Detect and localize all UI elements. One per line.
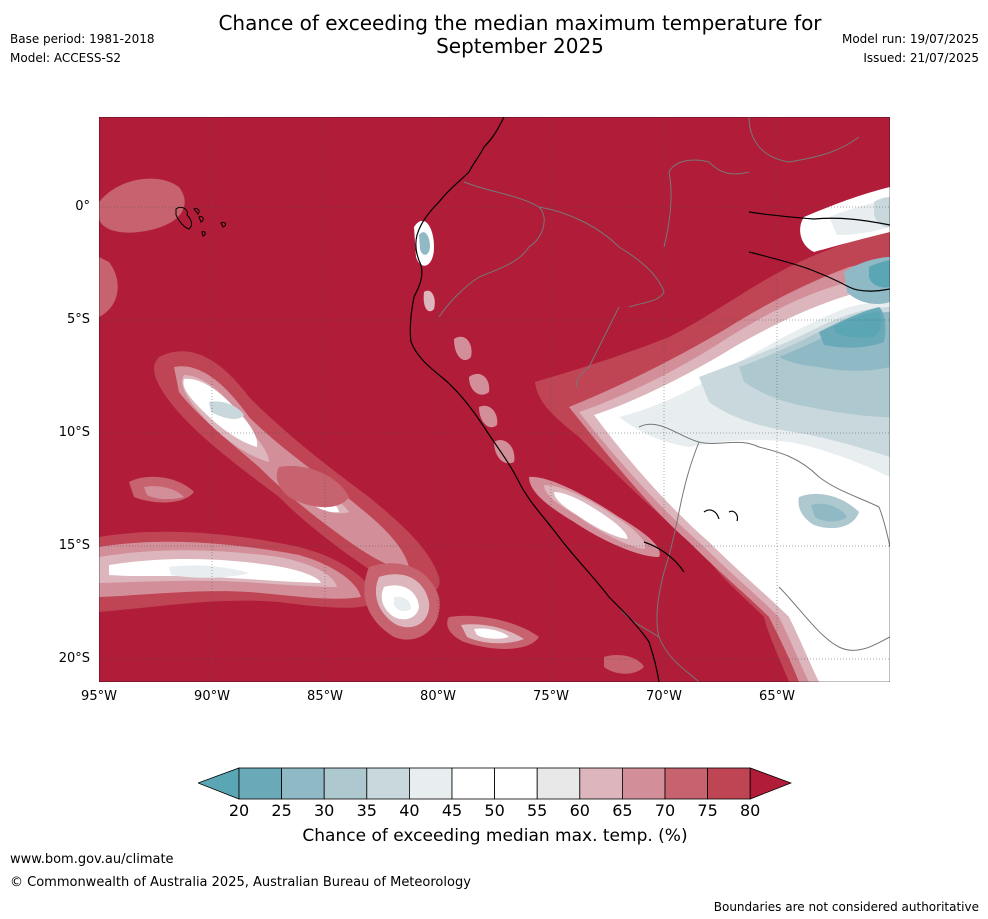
title-line-1: Chance of exceeding the median maximum t… <box>218 11 822 35</box>
lon-label-70w: 70°W <box>646 689 682 704</box>
colorbar-bin-20-25 <box>238 767 282 800</box>
colorbar-bin-45-50 <box>451 767 495 800</box>
lon-label-80w: 80°W <box>420 689 456 704</box>
colorbar-bin-65-70 <box>621 767 666 800</box>
country-boundaries <box>438 117 890 682</box>
contour-central-patches <box>276 466 644 674</box>
contour-andes-spots <box>414 220 660 557</box>
lat-label-10s: 10°S <box>58 425 90 440</box>
colorbar-tick-80: 80 <box>740 801 761 820</box>
colorbar-tick-65: 65 <box>612 801 633 820</box>
contour-nw-patch <box>99 178 185 317</box>
issued-text: Issued: 21/07/2025 <box>863 51 979 65</box>
colorbar-tick-30: 30 <box>314 801 335 820</box>
copyright-text: © Commonwealth of Australia 2025, Austra… <box>10 875 471 890</box>
base-period-text: Base period: 1981-2018 <box>10 32 155 46</box>
lon-label-65w: 65°W <box>759 689 795 704</box>
colorbar-bin-60-65 <box>579 767 623 800</box>
colorbar-bin-75-80 <box>707 767 751 800</box>
colorbar-tick-50: 50 <box>484 801 505 820</box>
colorbar-tick-25: 25 <box>271 801 292 820</box>
colorbar <box>198 767 792 800</box>
colorbar-tick-75: 75 <box>697 801 718 820</box>
map-title: Chance of exceeding the median maximum t… <box>160 12 880 58</box>
colorbar-bin-35-40 <box>366 767 410 800</box>
lon-label-90w: 90°W <box>194 689 230 704</box>
lat-label-20s: 20°S <box>58 651 90 666</box>
lat-label-0: 0° <box>75 199 90 214</box>
colorbar-tick-40: 40 <box>399 801 420 820</box>
model-run-text: Model run: 19/07/2025 <box>841 32 979 46</box>
colorbar-tick-55: 55 <box>527 801 548 820</box>
colorbar-title: Chance of exceeding median max. temp. (%… <box>302 826 688 846</box>
colorbar-tick-70: 70 <box>654 801 676 820</box>
colorbar-bin-70-75 <box>664 767 708 800</box>
colorbar-tick-60: 60 <box>569 801 590 820</box>
model-text: Model: ACCESS-S2 <box>10 51 122 65</box>
lon-label-75w: 75°W <box>533 689 569 704</box>
bom-url-link[interactable]: www.bom.gov.au/climate <box>10 852 174 867</box>
lon-label-85w: 85°W <box>307 689 343 704</box>
colorbar-arrow-high <box>749 767 792 800</box>
colorbar-tick-20: 20 <box>228 801 250 820</box>
colorbar-tick-35: 35 <box>356 801 377 820</box>
lon-label-95w: 95°W <box>81 689 117 704</box>
forecast-map <box>99 117 890 682</box>
colorbar-bin-30-35 <box>323 767 368 800</box>
colorbar-bin-55-60 <box>536 767 581 800</box>
coastline <box>409 117 890 682</box>
colorbar-bin-40-45 <box>408 767 453 800</box>
lat-label-15s: 15°S <box>58 538 90 553</box>
colorbar-bin-50-55 <box>494 767 538 800</box>
colorbar-bin-25-30 <box>281 767 325 800</box>
map-gridlines <box>99 117 890 682</box>
title-line-2: September 2025 <box>436 34 604 58</box>
boundaries-disclaimer: Boundaries are not considered authoritat… <box>713 900 979 914</box>
colorbar-tick-45: 45 <box>441 801 463 820</box>
galapagos-islands <box>175 206 227 237</box>
lat-label-5s: 5°S <box>66 312 90 327</box>
colorbar-arrow-low <box>198 767 240 800</box>
contour-south-west-band <box>99 476 379 612</box>
